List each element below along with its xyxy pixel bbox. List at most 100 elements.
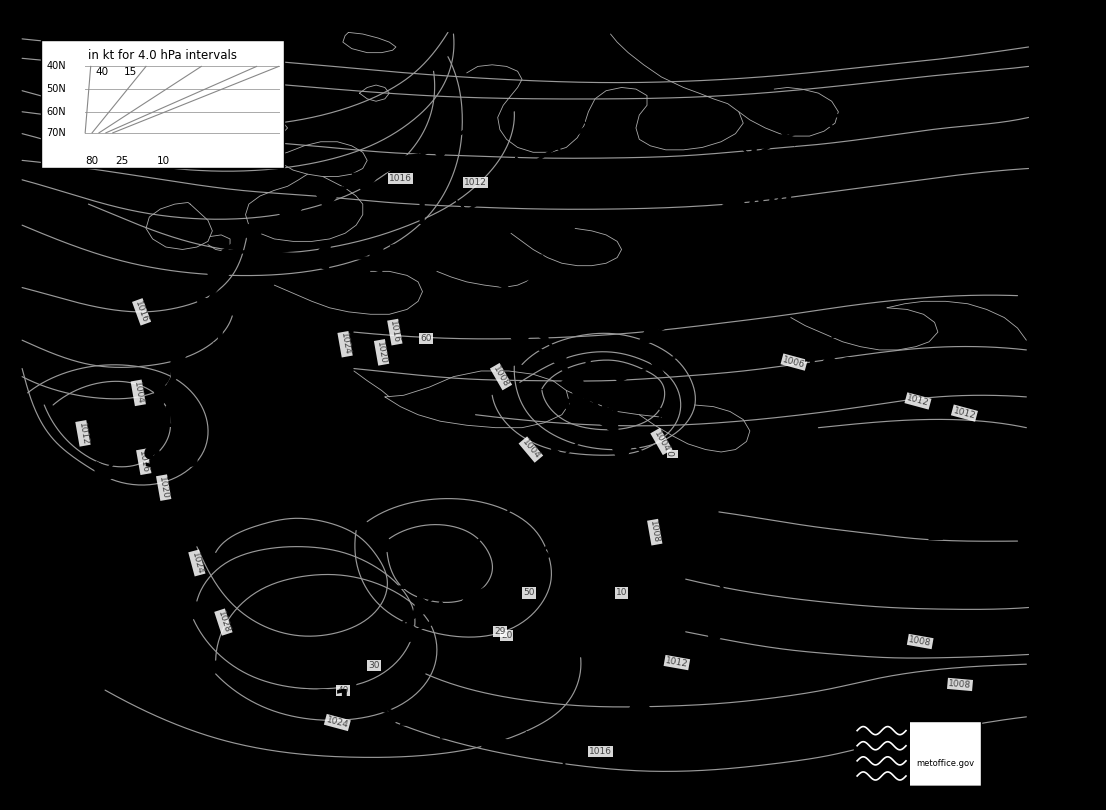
Text: 1008: 1008 (908, 635, 932, 648)
Polygon shape (369, 245, 383, 271)
Text: 1020: 1020 (375, 340, 388, 364)
Polygon shape (185, 325, 208, 354)
Polygon shape (197, 296, 220, 325)
Text: 1003: 1003 (387, 243, 465, 271)
Polygon shape (552, 448, 571, 464)
Text: 60N: 60N (46, 107, 66, 117)
Polygon shape (576, 114, 596, 134)
Polygon shape (638, 321, 665, 345)
Polygon shape (515, 157, 535, 176)
Text: 40: 40 (337, 685, 348, 695)
Polygon shape (542, 347, 562, 365)
Polygon shape (473, 304, 490, 325)
Polygon shape (316, 244, 331, 269)
Polygon shape (816, 108, 834, 129)
Polygon shape (455, 240, 481, 266)
Polygon shape (643, 454, 662, 471)
Polygon shape (461, 581, 488, 606)
Text: 1024: 1024 (338, 332, 352, 356)
Polygon shape (546, 135, 565, 156)
Text: 1004: 1004 (520, 438, 542, 461)
Polygon shape (486, 178, 504, 198)
Text: 1016: 1016 (137, 450, 150, 474)
Polygon shape (528, 255, 543, 281)
Polygon shape (93, 462, 117, 491)
Text: 1012: 1012 (665, 656, 689, 669)
Text: 1020: 1020 (157, 475, 170, 500)
Polygon shape (476, 250, 490, 276)
Polygon shape (564, 734, 588, 758)
Polygon shape (207, 266, 230, 296)
Polygon shape (686, 648, 707, 673)
Bar (0, 0, 13, 810)
Polygon shape (114, 435, 138, 464)
Polygon shape (438, 570, 459, 595)
Polygon shape (728, 227, 750, 252)
Polygon shape (501, 497, 520, 514)
Text: 1007: 1007 (686, 555, 763, 582)
Bar (41, 40, 284, 168)
Text: 1004: 1004 (651, 429, 671, 454)
Polygon shape (338, 669, 358, 694)
Polygon shape (740, 146, 760, 166)
Text: L: L (417, 202, 435, 230)
Text: 1031: 1031 (276, 688, 354, 716)
Polygon shape (507, 289, 529, 317)
Polygon shape (365, 641, 392, 665)
Text: 25: 25 (115, 156, 128, 166)
Text: 1016: 1016 (589, 747, 612, 757)
Text: 20: 20 (501, 631, 512, 641)
Bar (0, 0, 11, 810)
Polygon shape (714, 595, 735, 619)
Polygon shape (263, 241, 278, 266)
Text: 993: 993 (143, 446, 200, 473)
Polygon shape (275, 203, 305, 228)
Polygon shape (720, 193, 742, 220)
Text: L: L (422, 526, 440, 554)
Polygon shape (727, 324, 742, 346)
Text: metoffice.gov: metoffice.gov (917, 758, 974, 768)
Polygon shape (390, 154, 419, 179)
Bar (1029, 0, 1106, 810)
Polygon shape (596, 410, 618, 437)
Polygon shape (605, 469, 627, 496)
Text: 1008: 1008 (491, 364, 511, 389)
Polygon shape (171, 353, 194, 382)
Polygon shape (31, 542, 54, 571)
Polygon shape (562, 373, 583, 400)
Polygon shape (525, 540, 551, 566)
Polygon shape (352, 171, 382, 194)
Polygon shape (493, 561, 520, 586)
Text: L: L (749, 146, 766, 173)
Polygon shape (353, 639, 376, 663)
Polygon shape (701, 279, 724, 305)
Polygon shape (707, 624, 728, 649)
Polygon shape (555, 518, 580, 544)
Polygon shape (524, 731, 549, 752)
Polygon shape (505, 326, 532, 351)
Polygon shape (708, 564, 729, 589)
Polygon shape (314, 187, 343, 211)
Text: 1016: 1016 (134, 300, 149, 324)
Text: 80: 80 (85, 156, 98, 166)
Text: 1004: 1004 (132, 381, 145, 405)
Bar (854, 721, 910, 786)
Text: 1012: 1012 (465, 177, 487, 187)
Polygon shape (440, 718, 466, 738)
Text: 50: 50 (523, 588, 534, 598)
Polygon shape (482, 727, 507, 748)
Text: 40N: 40N (46, 62, 66, 71)
Polygon shape (155, 382, 177, 411)
Polygon shape (400, 706, 426, 725)
Polygon shape (647, 352, 664, 373)
Text: 999: 999 (563, 397, 620, 424)
Polygon shape (778, 126, 795, 146)
Text: 15: 15 (124, 67, 137, 77)
Bar (0, 787, 1106, 810)
Text: 60: 60 (420, 334, 431, 343)
Text: 1008: 1008 (896, 559, 973, 586)
Polygon shape (72, 488, 96, 518)
Text: 1024: 1024 (189, 551, 205, 575)
Text: in kt for 4.0 hPa intervals: in kt for 4.0 hPa intervals (88, 49, 237, 62)
Polygon shape (567, 733, 591, 754)
